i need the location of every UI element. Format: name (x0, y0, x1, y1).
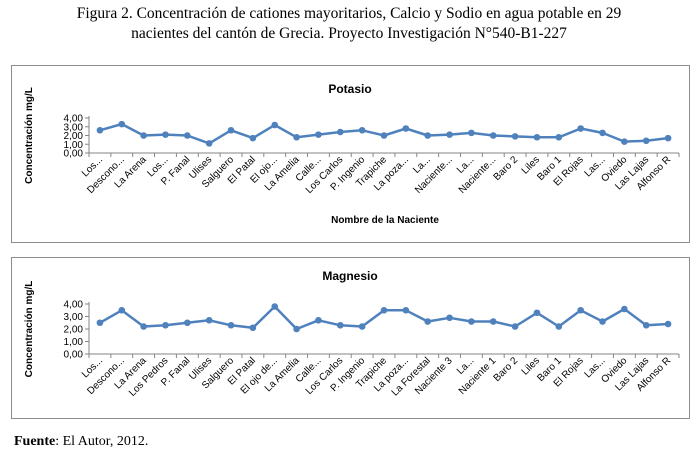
data-point (599, 129, 606, 137)
x-tick-label: Baro 2 (492, 355, 521, 384)
caption-line-2: nacientes del cantón de Grecia. Proyecto… (131, 25, 567, 42)
chart-potasio: Potasio Concentración mg/L Nombre de la Na… (24, 82, 680, 226)
data-point (577, 125, 584, 132)
data-point (424, 318, 432, 325)
y-tick-label: 2,00 (64, 325, 84, 336)
data-point (315, 316, 322, 324)
source-text: : El Autor, 2012. (55, 434, 149, 449)
chart-panel-magnesio: Magnesio Concentración mg/L 0,00 1,00 2,00 3,… (11, 257, 690, 419)
data-point (555, 323, 563, 330)
data-point (511, 133, 519, 140)
data-point (424, 132, 432, 139)
data-point (205, 316, 213, 324)
y-tick-label: 1,00 (64, 140, 84, 151)
data-point (577, 306, 584, 314)
data-point (227, 321, 235, 329)
data-point (184, 319, 191, 327)
x-axis-label: Nombre de la Naciente (331, 215, 439, 226)
source-note: Fuente: El Autor, 2012. (14, 434, 148, 450)
chart-title: Magnesio (322, 269, 377, 283)
data-point (162, 131, 169, 138)
chart-magnesio: Magnesio Concentración mg/L 0,00 1,002,00 3,… (24, 269, 680, 399)
data-point (599, 318, 606, 325)
data-point (162, 321, 169, 329)
figure-caption: Figura 2. Concentración de cationes mayo… (0, 4, 698, 44)
data-point (249, 134, 257, 142)
data-point (446, 314, 453, 322)
y-tick-label: 0,00 (64, 350, 84, 361)
data-point (118, 120, 126, 128)
data-point (358, 126, 366, 134)
data-point (293, 325, 300, 333)
y-tick-label: 1,00 (64, 337, 84, 348)
data-point (249, 324, 257, 332)
data-point (184, 132, 191, 139)
y-tick-label: 4,00 (64, 114, 84, 125)
data-point (511, 323, 519, 330)
y-tick-label: 3,00 (64, 312, 84, 323)
data-point (336, 321, 344, 329)
data-point (533, 309, 541, 317)
data-point (315, 131, 322, 138)
data-point (642, 321, 650, 329)
data-point (402, 125, 410, 132)
data-point (205, 140, 213, 147)
data-point (380, 306, 388, 314)
y-axis-label: Concentración mg/L (24, 281, 35, 378)
data-point (380, 132, 388, 139)
data-point (271, 303, 279, 310)
data-point (664, 134, 672, 142)
data-point (402, 306, 410, 314)
data-point (96, 319, 104, 327)
data-point (446, 131, 453, 138)
y-tick-label: 2,00 (64, 131, 84, 142)
y-tick-label: 0,00 (64, 149, 84, 160)
data-point (468, 129, 475, 137)
data-point (489, 132, 497, 139)
data-point (468, 318, 475, 325)
data-point (358, 323, 366, 330)
y-tick-label: 3,00 (64, 122, 84, 133)
source-label: Fuente (14, 434, 56, 449)
data-point (140, 132, 147, 139)
data-point (642, 137, 650, 145)
data-point (664, 320, 672, 328)
chart-title: Potasio (328, 82, 371, 96)
y-axis-label: Concentración mg/L (24, 87, 35, 184)
data-point (555, 133, 563, 141)
data-point (271, 121, 279, 129)
data-point (227, 126, 235, 134)
data-point (140, 323, 147, 330)
caption-line-1: Figura 2. Concentración de cationes mayo… (76, 5, 622, 22)
x-tick-label: Baro 2 (492, 154, 521, 183)
data-point (621, 138, 628, 145)
data-point (96, 126, 104, 134)
data-point (533, 133, 541, 141)
data-point (293, 133, 300, 141)
data-point (336, 128, 344, 136)
data-point (621, 305, 628, 313)
data-point (118, 306, 126, 314)
data-point (489, 318, 497, 325)
y-tick-label: 4,00 (64, 300, 84, 311)
chart-panel-potasio: Potasio Concentración mg/L Nombre de la Na… (11, 65, 690, 243)
